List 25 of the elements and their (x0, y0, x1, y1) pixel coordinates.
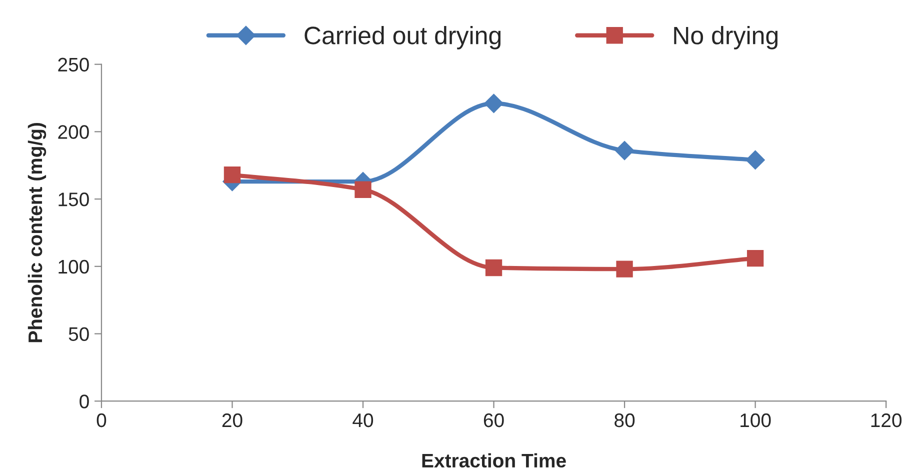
legend-label: Carried out drying (304, 26, 501, 50)
point (485, 259, 502, 276)
legend-label: No drying (674, 26, 778, 50)
x-tick-label: 120 (871, 413, 902, 428)
y-tick-label: 0 (80, 394, 89, 408)
y-tick-label: 50 (68, 327, 89, 341)
x-tick-label: 60 (484, 413, 504, 428)
y-tick-label: 100 (58, 260, 89, 274)
x-tick-label: 100 (740, 413, 771, 428)
y-tick-label: 250 (58, 58, 89, 72)
y-tick-label: 200 (58, 125, 89, 139)
point (746, 250, 764, 267)
point (224, 166, 241, 184)
y-tick-label: 150 (58, 192, 89, 206)
point (354, 181, 372, 198)
x-axis-title: Extraction Time (422, 453, 566, 468)
x-tick-label: 80 (614, 413, 635, 428)
point (616, 260, 633, 278)
point (484, 94, 504, 113)
x-tick-label: 40 (352, 413, 374, 428)
point (746, 150, 765, 170)
y-axis-title: Phenolic content (mg/g) (28, 122, 46, 342)
point (615, 141, 634, 160)
x-tick-label: 20 (222, 413, 242, 428)
x-tick-label: 0 (96, 413, 106, 428)
